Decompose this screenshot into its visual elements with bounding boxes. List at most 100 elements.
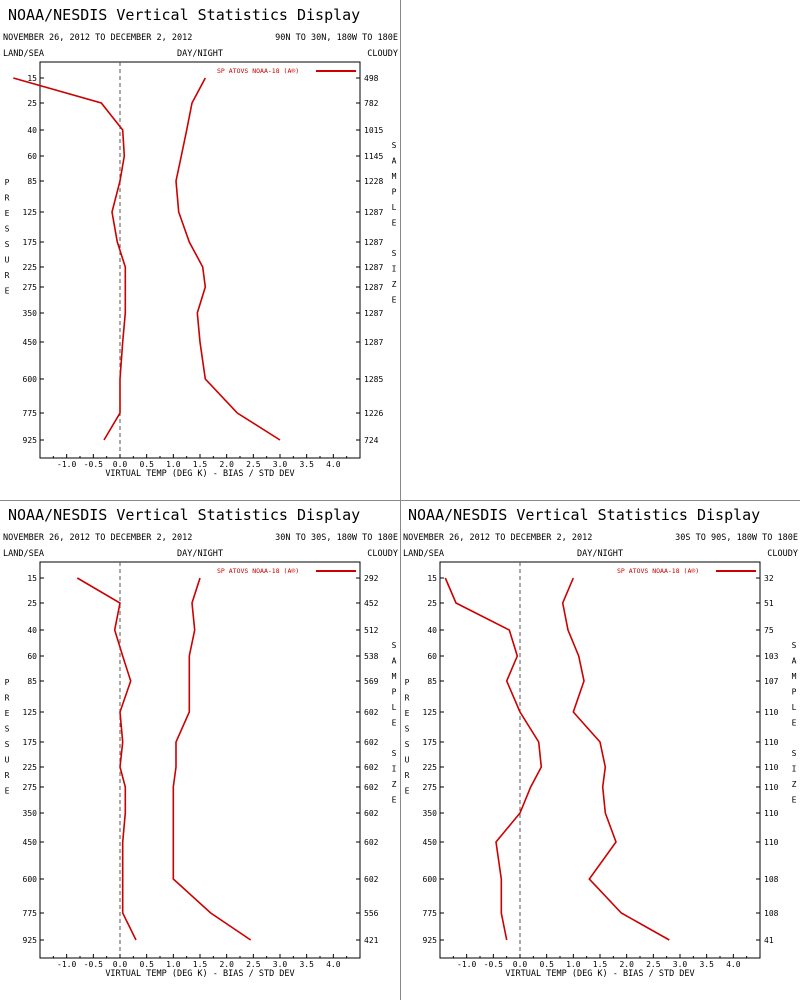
sample-axis-letter: L: [392, 203, 397, 212]
pressure-axis-letter: P: [405, 678, 410, 687]
region-label: 30S TO 90S, 180W TO 180E: [675, 533, 798, 543]
pressure-tick-label: 350: [423, 809, 438, 818]
pressure-tick-label: 60: [427, 652, 437, 661]
sample-size-label: 110: [764, 763, 779, 772]
x-tick-label: 1.0: [166, 460, 181, 469]
x-tick-label: -1.0: [57, 460, 76, 469]
pressure-tick-label: 275: [423, 783, 438, 792]
x-tick-label: 2.5: [246, 960, 261, 969]
land-sea-label: LAND/SEA: [403, 549, 444, 559]
sample-size-label: 110: [764, 708, 779, 717]
bias-line: [76, 577, 137, 941]
sample-size-label: 602: [364, 708, 379, 717]
pressure-tick-label: 775: [23, 409, 38, 418]
date-range: NOVEMBER 26, 2012 TO DECEMBER 2, 2012: [403, 533, 592, 543]
pressure-tick-label: 925: [23, 936, 38, 945]
day-night-label: DAY/NIGHT: [177, 549, 223, 559]
land-sea-label: LAND/SEA: [3, 549, 44, 559]
x-tick-label: 1.0: [566, 960, 581, 969]
x-tick-label: 3.0: [273, 460, 288, 469]
sample-size-label: 41: [764, 936, 774, 945]
plot-frame: [439, 561, 761, 959]
x-tick-label: 4.0: [326, 460, 341, 469]
sample-axis-letter: M: [392, 672, 397, 681]
sample-size-label: 1287: [364, 238, 383, 247]
pressure-axis-letter: S: [5, 740, 10, 749]
sample-size-label: 1287: [364, 309, 383, 318]
sample-size-label: 32: [764, 574, 774, 583]
x-tick-label: 4.0: [726, 960, 741, 969]
pressure-axis-letter: R: [5, 694, 10, 703]
x-tick-label: 1.5: [193, 460, 208, 469]
x-tick-label: 1.5: [593, 960, 608, 969]
x-tick-label: -0.5: [84, 460, 103, 469]
sample-axis-letter: A: [392, 157, 397, 166]
chart-svg: NOAA/NESDIS Vertical Statistics Display N…: [3, 6, 398, 479]
sample-size-label: 498: [364, 74, 379, 83]
bias-line: [13, 77, 127, 441]
plot-frame: [39, 61, 361, 459]
pressure-tick-label: 40: [427, 626, 437, 635]
sample-axis-letter: Z: [392, 780, 397, 789]
legend-label: SP ATOVS NOAA-18 (A®): [217, 567, 299, 575]
sample-size-label: 1287: [364, 263, 383, 272]
sample-size-label: 1226: [364, 409, 383, 418]
std-dev-line: [175, 77, 281, 441]
pressure-axis-letter: P: [5, 678, 10, 687]
sample-axis-letter: I: [792, 765, 797, 774]
sample-size-label: 602: [364, 809, 379, 818]
sample-axis-letter: S: [792, 749, 797, 758]
pressure-tick-label: 225: [23, 763, 38, 772]
sample-size-label: 602: [364, 875, 379, 884]
sample-size-label: 51: [764, 599, 774, 608]
sample-size-label: 569: [364, 677, 379, 686]
x-tick-label: 3.5: [299, 960, 314, 969]
sample-axis-letter: A: [392, 657, 397, 666]
x-tick-label: 0.0: [113, 460, 128, 469]
pressure-tick-label: 775: [423, 909, 438, 918]
x-tick-label: 0.5: [139, 460, 154, 469]
cloudy-label: CLOUDY: [767, 549, 798, 559]
pressure-axis-letter: E: [5, 787, 10, 796]
date-range: NOVEMBER 26, 2012 TO DECEMBER 2, 2012: [3, 533, 192, 543]
x-axis-label: VIRTUAL TEMP (DEG K) - BIAS / STD DEV: [105, 969, 294, 979]
sample-size-label: 75: [764, 626, 774, 635]
land-sea-label: LAND/SEA: [3, 49, 44, 59]
x-tick-label: 2.5: [646, 960, 661, 969]
x-tick-label: 3.5: [699, 960, 714, 969]
sample-size-label: 538: [364, 652, 379, 661]
sample-axis-letter: A: [792, 657, 797, 666]
x-tick-label: 4.0: [326, 960, 341, 969]
sample-axis-letter: Z: [792, 780, 797, 789]
region-label: 30N TO 30S, 180W TO 180E: [275, 533, 398, 543]
sample-axis-letter: I: [392, 765, 397, 774]
chart-svg: NOAA/NESDIS Vertical Statistics Display N…: [3, 506, 398, 979]
x-tick-label: -0.5: [84, 960, 103, 969]
x-tick-label: 2.0: [219, 960, 234, 969]
bias-line: [444, 577, 543, 941]
pressure-tick-label: 125: [23, 208, 38, 217]
pressure-axis-letter: R: [5, 194, 10, 203]
std-dev-line: [172, 577, 252, 941]
pressure-tick-label: 125: [423, 708, 438, 717]
x-tick-label: 0.5: [139, 960, 154, 969]
sample-axis-letter: E: [392, 296, 397, 305]
pressure-tick-label: 15: [427, 574, 437, 583]
x-tick-label: 3.0: [673, 960, 688, 969]
sample-size-label: 107: [764, 677, 779, 686]
sample-axis-letter: E: [392, 719, 397, 728]
sample-axis-letter: P: [392, 688, 397, 697]
sample-size-label: 602: [364, 763, 379, 772]
sample-axis-letter: S: [392, 749, 397, 758]
region-label: 90N TO 30N, 180W TO 180E: [275, 33, 398, 43]
sample-size-label: 602: [364, 783, 379, 792]
pressure-axis-letter: S: [5, 240, 10, 249]
x-tick-label: 2.0: [219, 460, 234, 469]
x-tick-label: -1.0: [57, 960, 76, 969]
x-axis-label: VIRTUAL TEMP (DEG K) - BIAS / STD DEV: [505, 969, 694, 979]
x-tick-label: 2.0: [619, 960, 634, 969]
sample-size-label: 724: [364, 436, 379, 445]
x-tick-label: 3.5: [299, 460, 314, 469]
sample-size-label: 556: [364, 909, 379, 918]
pressure-tick-label: 925: [23, 436, 38, 445]
